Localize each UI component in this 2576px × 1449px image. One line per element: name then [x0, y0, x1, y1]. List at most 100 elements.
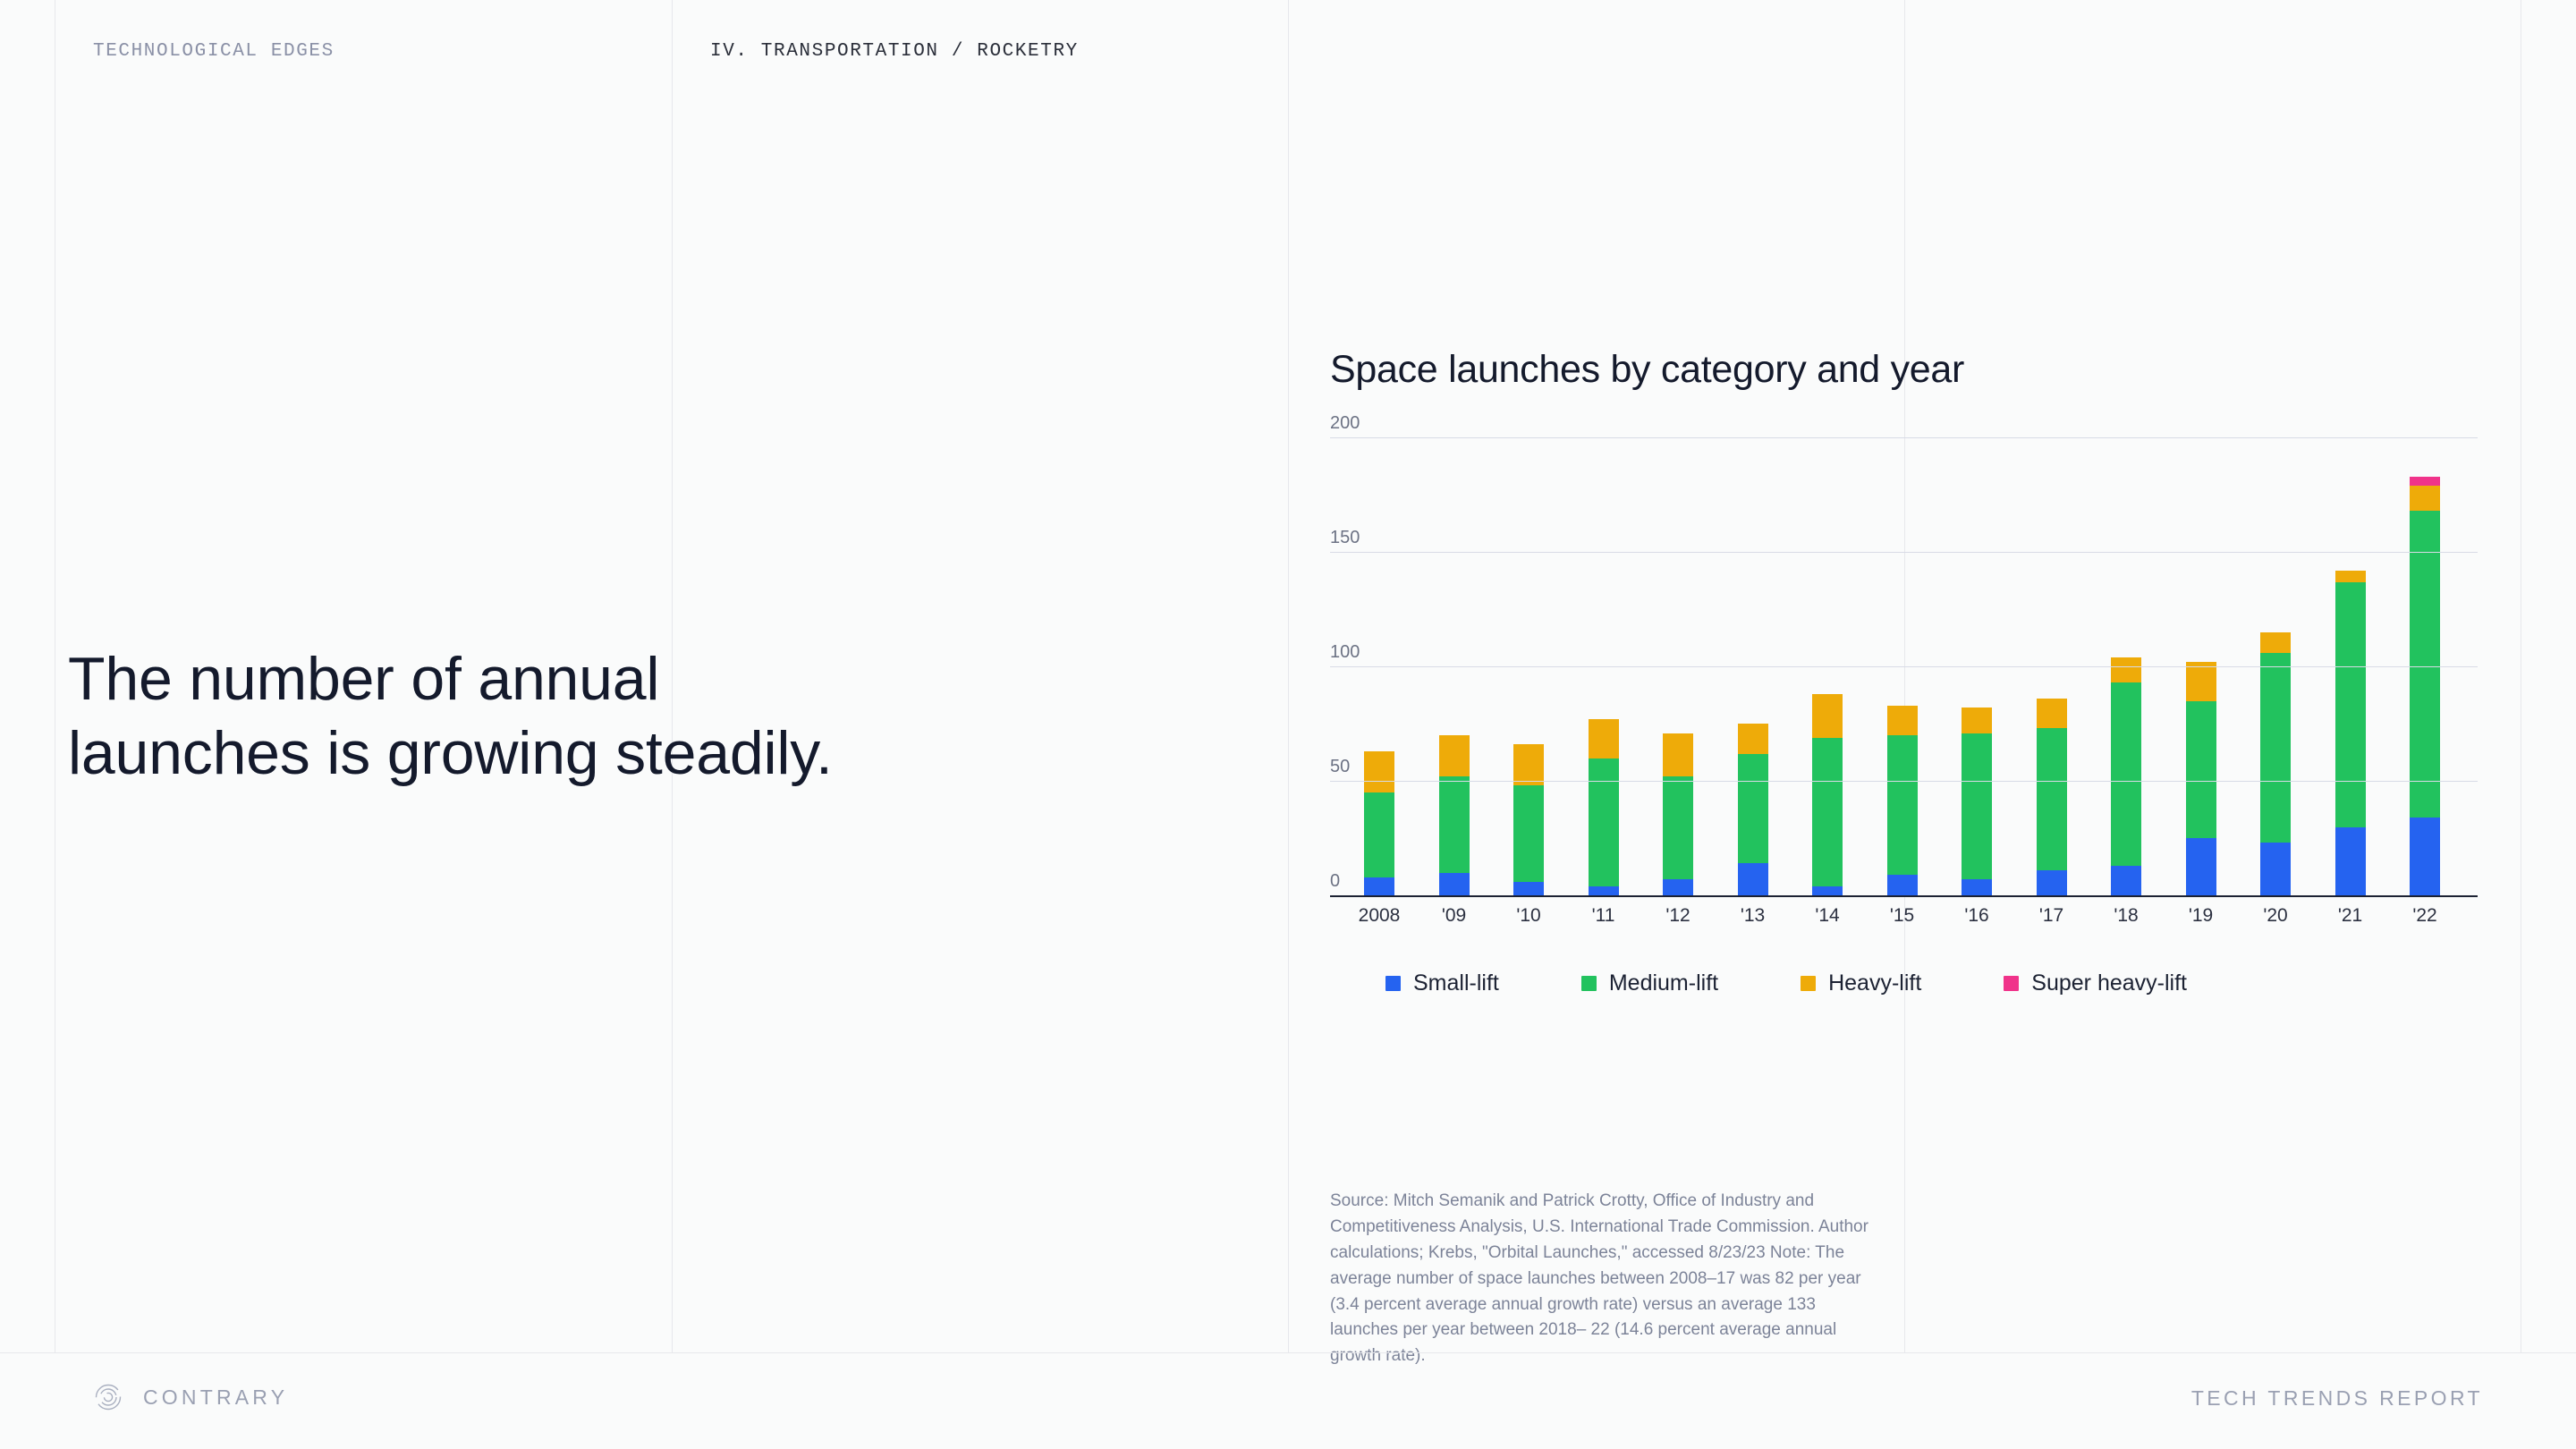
bar-segment-small [2334, 826, 2366, 896]
legend-item-small[interactable]: Small-lift [1385, 970, 1499, 996]
bar-segment-heavy [1886, 705, 1918, 736]
legend-item-heavy[interactable]: Heavy-lift [1801, 970, 1921, 996]
bar-segment-heavy [1663, 733, 1693, 777]
chart-y-tick-label: 0 [1330, 871, 1341, 892]
bar-segment-small [2185, 838, 2216, 896]
bar-segment-heavy [1438, 735, 1470, 777]
bar-segment-small [2410, 818, 2440, 896]
bar-segment-heavy [2185, 662, 2216, 701]
contrary-spiral-icon [93, 1382, 123, 1412]
legend-swatch-heavy-icon [1801, 976, 1817, 992]
legend-label: Super heavy-lift [2031, 970, 2187, 996]
chart-bar-2019[interactable] [2185, 662, 2216, 896]
column-divider-2 [672, 0, 673, 1352]
bar-segment-small [1364, 877, 1394, 896]
bar-segment-small [1962, 879, 1992, 896]
bar-segment-medium [2036, 728, 2067, 871]
chart-x-tick-2019: '19 [2188, 905, 2214, 927]
bar-segment-heavy [1513, 744, 1544, 786]
chart-bar-2014[interactable] [1812, 694, 1843, 896]
legend-swatch-small-icon [1385, 976, 1401, 992]
chart-panel: Space launches by category and year 0 50 1… [1330, 348, 2484, 996]
chart-x-tick-2012: '12 [1665, 905, 1690, 927]
bar-segment-small [1886, 875, 1918, 896]
bar-segment-medium [1513, 785, 1544, 882]
report-name: TECH TRENDS REPORT [2190, 1386, 2483, 1410]
bar-segment-medium [1663, 776, 1693, 880]
chart-bar-2016[interactable] [1962, 708, 1992, 896]
chart-y-tick-label: 100 [1330, 642, 1360, 663]
bar-segment-small [1737, 863, 1768, 896]
chart-x-tick-2016: '16 [1964, 905, 1989, 927]
bar-segment-small [1588, 886, 1619, 896]
section-label: TECHNOLOGICAL EDGES [93, 41, 335, 62]
chart-gridline [1330, 552, 2478, 554]
chart-bars [1330, 437, 2478, 896]
footer-divider [0, 1352, 2576, 1353]
chart-x-tick-2008: 2008 [1358, 905, 1401, 927]
bar-segment-medium [1737, 753, 1768, 864]
chart-bar-2015[interactable] [1886, 705, 1918, 896]
bar-segment-heavy [1364, 751, 1394, 793]
chart-y-tick-label: 50 [1330, 757, 1351, 777]
chart-gridline [1330, 666, 2478, 668]
chart-bar-2011[interactable] [1588, 719, 1619, 896]
bar-segment-medium [1886, 735, 1918, 876]
chart-bar-2022[interactable] [2410, 476, 2440, 896]
headline-line-2: launches is growing steadily. [68, 718, 833, 787]
page-headline: The number of annual launches is growing… [68, 642, 1231, 791]
chart-x-tick-2018: '18 [2114, 905, 2139, 927]
brand-name: CONTRARY [143, 1385, 289, 1409]
chart-plot-area: 0 50 100 150 200 [1330, 413, 2478, 898]
legend-label: Heavy-lift [1828, 970, 1922, 996]
chart-bar-2018[interactable] [2111, 657, 2141, 896]
bar-segment-medium [2185, 700, 2216, 839]
chart-legend: Small-lift Medium-lift Heavy-lift Super hea… [1330, 970, 2484, 996]
bar-segment-medium [2111, 682, 2141, 867]
bar-segment-heavy [2260, 631, 2291, 653]
chart-x-tick-2010: '10 [1516, 905, 1541, 927]
bar-segment-medium [1588, 758, 1619, 887]
chart-bar-2012[interactable] [1663, 733, 1693, 896]
bar-segment-heavy [2036, 699, 2067, 729]
bar-segment-heavy [1737, 724, 1768, 754]
bar-segment-medium [1364, 792, 1394, 877]
bar-segment-small [1438, 872, 1470, 896]
chart-gridline [1330, 781, 2478, 783]
chart-gridline [1330, 437, 2478, 439]
bar-segment-medium [2260, 652, 2291, 843]
chart-x-tick-2013: '13 [1740, 905, 1766, 927]
footer-brand: CONTRARY [93, 1382, 288, 1412]
chart-bar-2017[interactable] [2036, 699, 2067, 896]
bar-segment-heavy [2111, 657, 2141, 683]
bar-segment-super [2410, 476, 2440, 487]
chart-axis-line [1330, 895, 2478, 898]
bar-segment-heavy [1962, 708, 1992, 733]
legend-label: Small-lift [1413, 970, 1499, 996]
bar-segment-small [1812, 886, 1843, 896]
chart-bar-2009[interactable] [1438, 735, 1470, 896]
chart-x-tick-2022: '22 [2412, 905, 2437, 927]
chart-bar-2021[interactable] [2334, 570, 2366, 896]
chart-x-tick-2011: '11 [1591, 905, 1615, 927]
bar-segment-heavy [2410, 486, 2440, 512]
chart-bar-2013[interactable] [1737, 724, 1768, 896]
chart-bar-2008[interactable] [1364, 751, 1394, 896]
chart-bar-2010[interactable] [1513, 744, 1544, 896]
chart-x-axis: 2008 '09 '10 '11 '12 '13 '14 '15 '16 '17 '18 '19 '20… [1330, 905, 2478, 932]
chart-y-tick-label: 150 [1330, 528, 1360, 548]
chart-bar-2020[interactable] [2260, 631, 2291, 896]
chart-x-tick-2009: '09 [1441, 905, 1467, 927]
chart-x-tick-2014: '14 [1815, 905, 1840, 927]
bar-segment-heavy [1812, 694, 1843, 738]
bar-segment-medium [2410, 511, 2440, 818]
column-divider-4 [1904, 0, 1905, 1352]
legend-item-medium[interactable]: Medium-lift [1580, 970, 1718, 996]
chart-x-tick-2015: '15 [1889, 905, 1915, 927]
legend-item-super[interactable]: Super heavy-lift [2004, 970, 2187, 996]
bar-segment-heavy [1588, 719, 1619, 758]
bar-segment-medium [2334, 581, 2366, 827]
bar-segment-heavy [2334, 570, 2366, 582]
bar-segment-small [1513, 881, 1544, 896]
bar-segment-medium [1962, 733, 1992, 880]
